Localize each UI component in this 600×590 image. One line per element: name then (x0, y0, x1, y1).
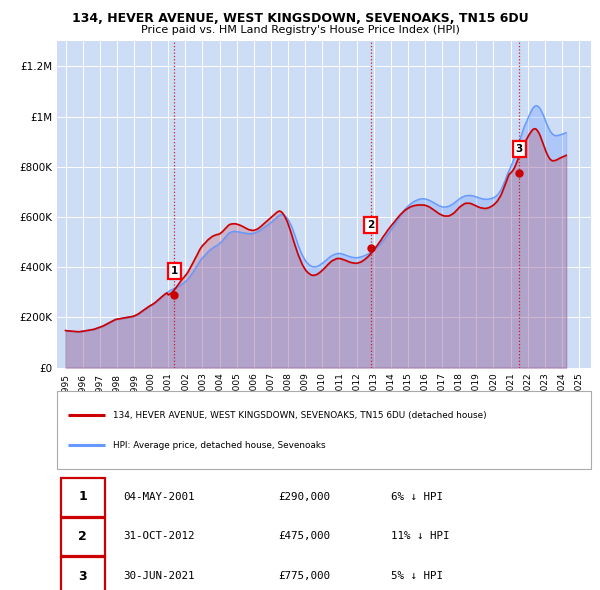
Text: 2: 2 (367, 219, 374, 230)
Text: 1: 1 (170, 266, 178, 276)
Text: 5% ↓ HPI: 5% ↓ HPI (391, 571, 443, 581)
Text: 134, HEVER AVENUE, WEST KINGSDOWN, SEVENOAKS, TN15 6DU (detached house): 134, HEVER AVENUE, WEST KINGSDOWN, SEVEN… (113, 411, 487, 420)
Text: £290,000: £290,000 (278, 492, 331, 502)
Bar (57, 391, 591, 469)
Text: 31-OCT-2012: 31-OCT-2012 (124, 532, 195, 542)
FancyBboxPatch shape (61, 517, 104, 556)
Text: 1: 1 (78, 490, 87, 503)
Text: 3: 3 (515, 145, 523, 154)
Text: £775,000: £775,000 (278, 571, 331, 581)
Text: 11% ↓ HPI: 11% ↓ HPI (391, 532, 449, 542)
Text: 2: 2 (78, 530, 87, 543)
Text: 04-MAY-2001: 04-MAY-2001 (124, 492, 195, 502)
Text: 30-JUN-2021: 30-JUN-2021 (124, 571, 195, 581)
Text: £475,000: £475,000 (278, 532, 331, 542)
Text: Price paid vs. HM Land Registry's House Price Index (HPI): Price paid vs. HM Land Registry's House … (140, 25, 460, 35)
Text: HPI: Average price, detached house, Sevenoaks: HPI: Average price, detached house, Seve… (113, 441, 326, 450)
FancyBboxPatch shape (61, 558, 104, 590)
FancyBboxPatch shape (61, 478, 104, 517)
Text: 3: 3 (79, 569, 87, 583)
Text: 6% ↓ HPI: 6% ↓ HPI (391, 492, 443, 502)
Text: 134, HEVER AVENUE, WEST KINGSDOWN, SEVENOAKS, TN15 6DU: 134, HEVER AVENUE, WEST KINGSDOWN, SEVEN… (71, 12, 529, 25)
